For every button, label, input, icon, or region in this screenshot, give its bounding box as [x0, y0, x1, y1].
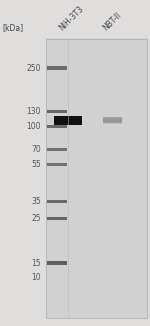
Bar: [103, 117, 122, 118]
Bar: [47, 148, 67, 151]
Text: 35: 35: [31, 197, 41, 206]
Bar: [103, 122, 122, 123]
Text: 15: 15: [32, 259, 41, 268]
Bar: [47, 217, 67, 220]
Bar: [54, 118, 82, 119]
Bar: [54, 117, 82, 118]
Bar: [103, 120, 122, 121]
Bar: [54, 122, 82, 123]
Bar: [103, 119, 122, 120]
Bar: [47, 163, 67, 167]
Bar: [54, 120, 82, 121]
Text: [kDa]: [kDa]: [3, 23, 24, 32]
Bar: [54, 119, 82, 120]
Bar: [54, 117, 82, 118]
Bar: [103, 121, 122, 122]
Bar: [103, 123, 122, 124]
Bar: [54, 120, 82, 121]
Bar: [54, 118, 82, 119]
Bar: [103, 120, 122, 121]
Text: 130: 130: [27, 107, 41, 116]
Bar: [54, 123, 82, 124]
Bar: [54, 116, 82, 117]
Bar: [54, 119, 82, 120]
Text: NIH-3T3: NIH-3T3: [57, 4, 85, 32]
Bar: [103, 117, 122, 118]
Bar: [68, 39, 69, 319]
Bar: [103, 119, 122, 120]
Bar: [54, 118, 82, 119]
Bar: [47, 261, 67, 265]
Bar: [54, 123, 82, 124]
Bar: [54, 121, 82, 122]
Text: 70: 70: [31, 145, 41, 154]
Bar: [54, 121, 82, 122]
Text: 250: 250: [27, 64, 41, 73]
Bar: [54, 116, 82, 117]
Bar: [103, 118, 122, 119]
Bar: [54, 122, 82, 123]
Bar: [54, 124, 82, 125]
Bar: [54, 124, 82, 125]
Bar: [103, 121, 122, 122]
Bar: [54, 116, 82, 117]
Bar: [103, 122, 122, 123]
Bar: [54, 116, 82, 117]
Bar: [47, 125, 67, 128]
Bar: [47, 67, 67, 70]
Bar: [54, 120, 82, 121]
Bar: [47, 110, 67, 113]
Text: NBT-II: NBT-II: [101, 10, 123, 32]
Bar: [103, 118, 122, 119]
Bar: [103, 120, 122, 121]
Text: 100: 100: [27, 122, 41, 131]
Bar: [54, 124, 82, 125]
Bar: [54, 121, 82, 122]
Bar: [54, 120, 82, 121]
Text: 55: 55: [31, 160, 41, 170]
Bar: [54, 123, 82, 124]
Bar: [54, 122, 82, 123]
Bar: [103, 121, 122, 122]
Bar: [54, 118, 82, 119]
Text: 10: 10: [32, 273, 41, 282]
Bar: [103, 117, 122, 118]
Bar: [103, 118, 122, 119]
Bar: [103, 123, 122, 124]
Bar: [54, 119, 82, 120]
Bar: [103, 122, 122, 123]
Text: 25: 25: [32, 214, 41, 223]
Bar: [103, 119, 122, 120]
Bar: [47, 200, 67, 203]
Bar: [46, 39, 147, 319]
Bar: [54, 117, 82, 118]
Bar: [54, 123, 82, 124]
